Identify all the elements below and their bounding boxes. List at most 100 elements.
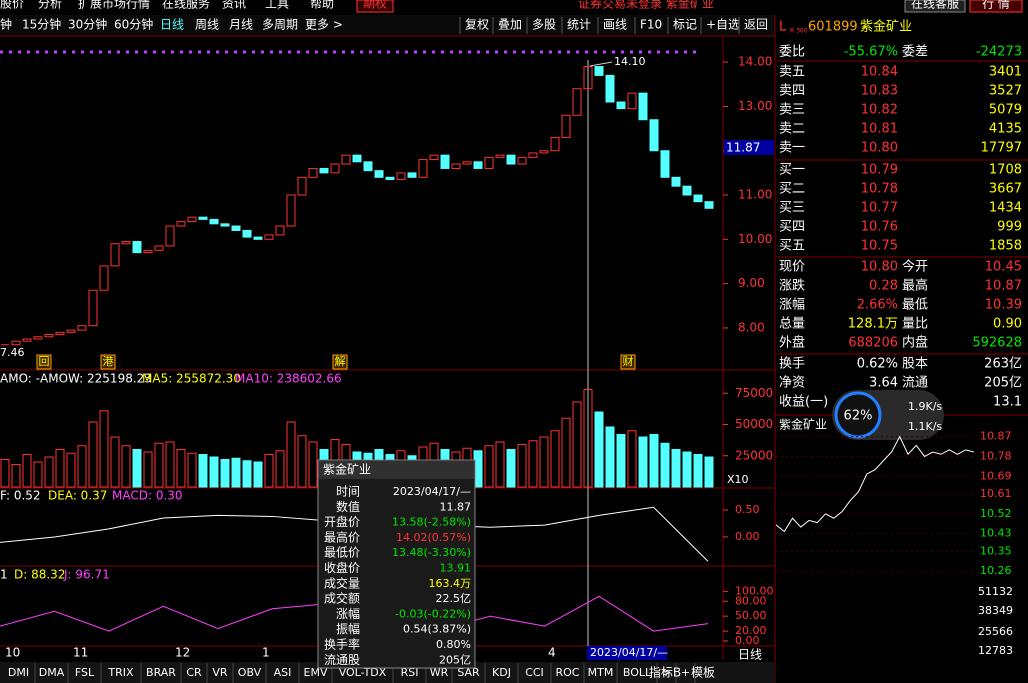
indicator-tab[interactable]: > xyxy=(662,666,671,679)
quote-label: 卖五 xyxy=(779,65,805,80)
menu-item[interactable]: 在线服务 xyxy=(162,0,210,11)
period-label[interactable]: 日线 xyxy=(738,648,762,662)
indicator-tab[interactable]: MTM xyxy=(588,666,614,679)
cursor-value: 11.87 xyxy=(726,141,760,155)
indicator-tab[interactable]: 模板 xyxy=(691,666,715,680)
popup-label: 成交量 xyxy=(324,575,360,590)
menu-item[interactable]: 扩展市场行情 xyxy=(78,0,150,11)
tool-button[interactable]: 复权 xyxy=(465,18,489,32)
period-button[interactable]: 多周期 xyxy=(262,18,298,32)
quote-value: 3527 xyxy=(989,84,1022,99)
volume-bar xyxy=(660,442,670,488)
service-label[interactable]: 在线客服 xyxy=(911,0,959,11)
menu-item[interactable]: 工具 xyxy=(265,0,289,11)
event-label[interactable]: 港 xyxy=(103,355,114,368)
quote-value: 10.81 xyxy=(861,122,898,137)
indicator-tab[interactable]: 指标B xyxy=(649,665,681,680)
indicator-tab[interactable]: ASI xyxy=(274,666,292,679)
indicator-tab[interactable]: + xyxy=(681,666,690,679)
period-button[interactable]: 日线 xyxy=(160,18,184,32)
toolbar-bg xyxy=(0,15,775,36)
popup-label: 成交额 xyxy=(324,591,360,606)
period-button[interactable]: 周线 xyxy=(195,18,219,32)
tool-button[interactable]: 统计 xyxy=(567,18,591,32)
volume-bar xyxy=(627,430,637,488)
period-button[interactable]: 60分钟 xyxy=(114,17,153,32)
volume-bar xyxy=(143,451,153,488)
candle xyxy=(330,163,340,174)
indicator-tab[interactable]: CCI xyxy=(525,666,544,679)
tool-button[interactable]: 画线 xyxy=(603,18,627,32)
quote-value: 10.78 xyxy=(861,182,898,197)
indicator-tab[interactable]: WR xyxy=(430,666,449,679)
event-label[interactable]: 回 xyxy=(39,355,50,368)
quote-label: 涨跌 xyxy=(779,278,805,294)
candle xyxy=(33,336,43,340)
tool-button[interactable]: +自选 xyxy=(706,18,740,32)
indicator-tab[interactable]: TRIX xyxy=(107,666,134,679)
tool-button[interactable]: 标记 xyxy=(673,18,697,32)
period-button[interactable]: 更多 > xyxy=(305,18,343,32)
popup-label: 最低价 xyxy=(324,546,360,560)
indicator-tab[interactable]: RSI xyxy=(401,666,419,679)
event-label[interactable]: 解 xyxy=(335,354,346,368)
indicator-tab[interactable]: EMV xyxy=(304,666,328,679)
tool-button[interactable]: 返回 xyxy=(744,18,768,32)
volume-bar xyxy=(242,460,252,488)
volume-bar xyxy=(253,461,263,488)
quote-button[interactable] xyxy=(969,0,1023,13)
quote-value: 10.80 xyxy=(861,141,898,156)
candle xyxy=(352,154,362,163)
volume-bar xyxy=(132,449,142,488)
indicator-tab[interactable]: SAR xyxy=(457,666,480,679)
menu-item[interactable]: 帮助 xyxy=(310,0,334,11)
candle xyxy=(440,154,450,169)
menu-item[interactable]: 资讯 xyxy=(222,0,246,11)
event-marker[interactable] xyxy=(332,354,348,370)
menu-item[interactable]: 分析 xyxy=(38,0,62,11)
service-button[interactable] xyxy=(904,0,966,13)
y-tick-label: 0.00 xyxy=(735,530,760,543)
period-button[interactable]: 15分钟 xyxy=(22,17,61,32)
indicator-tab[interactable]: BRAR xyxy=(146,666,176,679)
event-marker[interactable] xyxy=(100,354,116,370)
indicator-tab[interactable]: OBV xyxy=(238,666,262,679)
market-sub: R 300 xyxy=(790,28,808,35)
market: L xyxy=(779,20,787,35)
y-tick-label: 50.00 xyxy=(735,609,767,622)
indicator-tab[interactable]: DMA xyxy=(39,666,65,679)
scale-label: X10 xyxy=(727,473,749,486)
menu-item[interactable]: 股价 xyxy=(0,0,24,11)
popup-value: 2023/04/17/— xyxy=(393,485,471,498)
option-button[interactable] xyxy=(356,0,394,13)
y-tick-label: 8.00 xyxy=(738,320,765,334)
event-label[interactable]: 财 xyxy=(623,354,634,368)
indicator-tab[interactable]: ROC xyxy=(556,666,580,679)
period-button[interactable]: 30分钟 xyxy=(68,17,107,32)
volume-bar xyxy=(561,417,571,488)
indicator-tab[interactable]: DMI xyxy=(8,666,29,679)
candle xyxy=(539,150,549,154)
candle xyxy=(209,218,219,225)
indicator-tab[interactable]: CR xyxy=(186,666,202,679)
tool-button[interactable]: 多股 xyxy=(532,18,556,32)
quote-value: 3667 xyxy=(989,182,1022,197)
candle xyxy=(627,92,637,110)
tool-button[interactable]: F10 xyxy=(640,18,662,32)
indicator-tab[interactable]: FSL xyxy=(75,666,95,679)
period-button[interactable]: 钟 xyxy=(0,17,12,32)
indicator-tab[interactable]: VOL-TDX xyxy=(339,666,387,679)
option-label[interactable]: 期权 xyxy=(363,0,387,11)
event-marker[interactable] xyxy=(36,354,52,370)
event-marker[interactable] xyxy=(620,354,636,370)
candle xyxy=(396,172,406,181)
quote-label[interactable]: 行 情 xyxy=(982,0,1010,11)
indicator-tab[interactable]: BOLL xyxy=(623,666,652,679)
quote-value: 3.64 xyxy=(869,376,898,391)
speed-percent: 62% xyxy=(844,409,873,424)
period-button[interactable]: 月线 xyxy=(229,18,253,32)
indicator-tab[interactable]: KDJ xyxy=(492,666,511,679)
indicator-header: F: 0.52 xyxy=(0,489,41,503)
tool-button[interactable]: 叠加 xyxy=(498,18,522,32)
indicator-tab[interactable]: VR xyxy=(212,666,228,679)
